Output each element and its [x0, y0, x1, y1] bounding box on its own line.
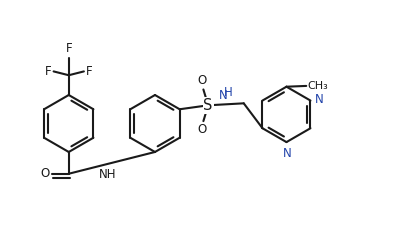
Text: F: F	[44, 65, 51, 78]
Text: NH: NH	[99, 168, 117, 181]
Text: F: F	[66, 42, 72, 56]
Text: N: N	[283, 147, 291, 160]
Text: O: O	[40, 167, 50, 180]
Text: N: N	[314, 93, 323, 106]
Text: F: F	[86, 65, 93, 78]
Text: H: H	[224, 86, 233, 99]
Text: S: S	[203, 98, 213, 113]
Text: CH₃: CH₃	[308, 81, 329, 91]
Text: O: O	[197, 75, 206, 87]
Text: O: O	[197, 123, 206, 136]
Text: N: N	[218, 89, 227, 102]
